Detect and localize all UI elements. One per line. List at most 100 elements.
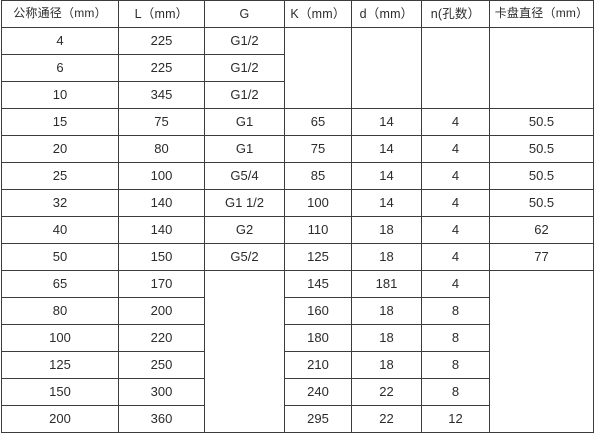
cell-thread-blank [204, 270, 285, 433]
cell-hole-count: 4 [421, 108, 490, 136]
table-row: 125 250 210 18 8 [1, 351, 594, 379]
cell-length: 250 [118, 351, 205, 379]
cell-thread: G5/2 [204, 243, 285, 271]
cell-nominal-diameter: 40 [1, 216, 119, 244]
cell-thread: G1/2 [204, 54, 285, 82]
cell-length: 225 [118, 54, 205, 82]
cell-nominal-diameter: 50 [1, 243, 119, 271]
cell-nominal-diameter: 100 [1, 324, 119, 352]
cell-k: 110 [284, 216, 352, 244]
cell-k: 145 [284, 270, 352, 298]
cell-length: 300 [118, 378, 205, 406]
cell-chuck-diameter: 77 [489, 243, 594, 271]
column-header-thread: G [204, 0, 285, 28]
cell-thread: G5/4 [204, 162, 285, 190]
cell-chuck-diameter-blank-top [489, 27, 594, 109]
table-row: 65 170 145 181 4 [1, 270, 594, 433]
cell-hole-count: 4 [421, 270, 490, 298]
cell-hole-count: 8 [421, 378, 490, 406]
table-row: 20 80 G1 75 14 4 50.5 [1, 135, 594, 163]
cell-length: 200 [118, 297, 205, 325]
cell-length: 80 [118, 135, 205, 163]
cell-nominal-diameter: 65 [1, 270, 119, 298]
table-row: 4 225 G1/2 [1, 27, 594, 109]
cell-hole-count: 4 [421, 189, 490, 217]
cell-d: 18 [351, 351, 422, 379]
cell-k: 125 [284, 243, 352, 271]
cell-nominal-diameter: 25 [1, 162, 119, 190]
cell-chuck-diameter: 50.5 [489, 135, 594, 163]
cell-d: 181 [351, 270, 422, 298]
table-row: 25 100 G5/4 85 14 4 50.5 [1, 162, 594, 190]
cell-thread: G1/2 [204, 81, 285, 109]
cell-d: 18 [351, 297, 422, 325]
cell-length: 140 [118, 189, 205, 217]
cell-length: 220 [118, 324, 205, 352]
cell-k: 75 [284, 135, 352, 163]
cell-k: 160 [284, 297, 352, 325]
column-header-chuck-diameter: 卡盘直径（mm） [489, 0, 594, 28]
table-row: 6 225 G1/2 [1, 54, 594, 82]
cell-d: 14 [351, 135, 422, 163]
cell-hole-count: 4 [421, 162, 490, 190]
table-body: 4 225 G1/2 6 225 G1/2 10 345 G1/2 15 75 G1 65 14 4 50.5… [1, 27, 594, 433]
cell-thread: G1 [204, 135, 285, 163]
cell-thread: G1 1/2 [204, 189, 285, 217]
cell-d: 18 [351, 324, 422, 352]
cell-hole-count: 8 [421, 324, 490, 352]
column-header-k: K（mm） [284, 0, 352, 28]
cell-k: 65 [284, 108, 352, 136]
cell-n-blank [421, 27, 490, 109]
cell-nominal-diameter: 10 [1, 81, 119, 109]
cell-d: 14 [351, 108, 422, 136]
table-row: 15 75 G1 65 14 4 50.5 [1, 108, 594, 136]
column-header-nominal-diameter: 公称通径（mm） [1, 0, 119, 28]
cell-chuck-diameter: 62 [489, 216, 594, 244]
column-header-length: L（mm） [118, 0, 205, 28]
cell-length: 345 [118, 81, 205, 109]
cell-hole-count: 4 [421, 135, 490, 163]
cell-nominal-diameter: 15 [1, 108, 119, 136]
cell-thread: G1/2 [204, 27, 285, 55]
cell-k-blank [284, 27, 352, 109]
cell-d: 22 [351, 378, 422, 406]
cell-hole-count: 4 [421, 243, 490, 271]
cell-nominal-diameter: 32 [1, 189, 119, 217]
cell-chuck-diameter: 50.5 [489, 189, 594, 217]
cell-chuck-diameter: 50.5 [489, 162, 594, 190]
table-row: 150 300 240 22 8 [1, 378, 594, 406]
cell-thread: G1 [204, 108, 285, 136]
cell-length: 225 [118, 27, 205, 55]
cell-length: 75 [118, 108, 205, 136]
cell-length: 170 [118, 270, 205, 298]
cell-nominal-diameter: 4 [1, 27, 119, 55]
table-row: 32 140 G1 1/2 100 14 4 50.5 [1, 189, 594, 217]
cell-d: 18 [351, 216, 422, 244]
cell-d-blank [351, 27, 422, 109]
table-row: 40 140 G2 110 18 4 62 [1, 216, 594, 244]
table-header-row: 公称通径（mm） L（mm） G K（mm） d（mm） n(孔数） 卡盘直径（… [1, 0, 594, 28]
column-header-hole-count: n(孔数） [421, 0, 490, 28]
cell-nominal-diameter: 150 [1, 378, 119, 406]
cell-d: 14 [351, 189, 422, 217]
cell-thread: G2 [204, 216, 285, 244]
cell-d: 14 [351, 162, 422, 190]
cell-k: 210 [284, 351, 352, 379]
cell-d: 18 [351, 243, 422, 271]
cell-k: 180 [284, 324, 352, 352]
cell-nominal-diameter: 80 [1, 297, 119, 325]
cell-hole-count: 8 [421, 297, 490, 325]
cell-chuck-diameter-blank-bottom [489, 270, 594, 433]
table-row: 50 150 G5/2 125 18 4 77 [1, 243, 594, 271]
cell-chuck-diameter: 50.5 [489, 108, 594, 136]
cell-k: 240 [284, 378, 352, 406]
cell-nominal-diameter: 6 [1, 54, 119, 82]
cell-length: 150 [118, 243, 205, 271]
cell-nominal-diameter: 20 [1, 135, 119, 163]
cell-hole-count: 4 [421, 216, 490, 244]
cell-length: 100 [118, 162, 205, 190]
cell-hole-count: 8 [421, 351, 490, 379]
column-header-d: d（mm） [351, 0, 422, 28]
